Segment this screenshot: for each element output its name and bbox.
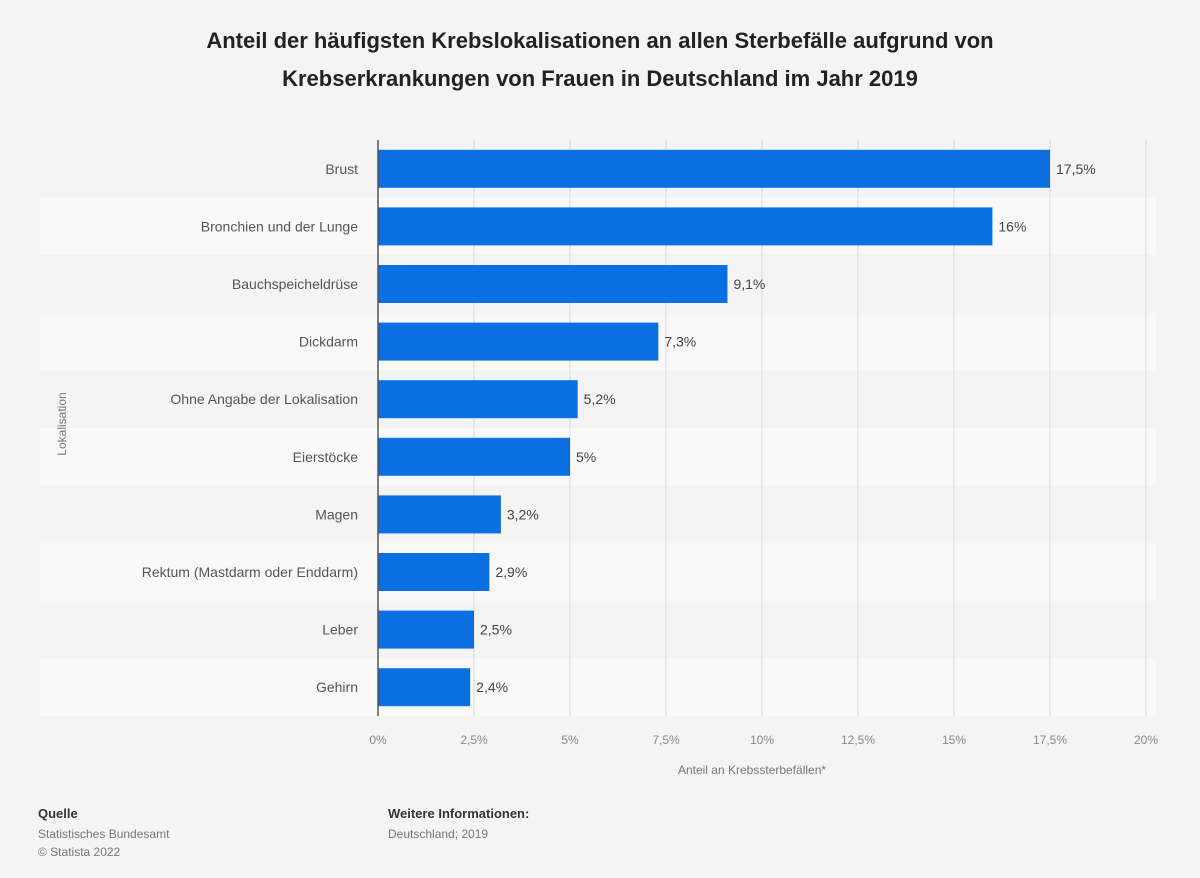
bar[interactable] xyxy=(378,553,490,591)
x-tick-label: 20% xyxy=(1134,733,1158,747)
bar[interactable] xyxy=(378,495,501,534)
x-tick-label: 0% xyxy=(369,733,387,747)
info-text: Deutschland; 2019 xyxy=(388,825,488,843)
category-label: Brust xyxy=(325,161,358,177)
value-label: 9,1% xyxy=(733,276,765,292)
x-tick-label: 17,5% xyxy=(1033,733,1067,747)
x-tick-label: 10% xyxy=(750,733,774,747)
category-label: Rektum (Mastdarm oder Enddarm) xyxy=(142,564,358,580)
category-label: Gehirn xyxy=(316,679,358,695)
bar[interactable] xyxy=(378,149,1050,188)
bar[interactable] xyxy=(378,668,471,707)
bar[interactable] xyxy=(378,265,728,303)
value-label: 2,5% xyxy=(480,622,512,638)
value-label: 2,4% xyxy=(476,679,508,695)
bar[interactable] xyxy=(378,610,474,649)
chart-title: Anteil der häufigsten Krebslokalisatione… xyxy=(60,22,1140,98)
info-heading: Weitere Informationen: xyxy=(388,806,530,821)
copyright-line: © Statista 2022 xyxy=(38,845,121,859)
x-tick-labels: 0% 2,5% 5% 7,5% 10% 12,5% 15% 17,5% 20% xyxy=(369,733,1158,747)
source-text: Statistisches Bundesamt © Statista 2022 xyxy=(38,825,169,861)
info-line: Deutschland; 2019 xyxy=(388,827,489,841)
value-label: 16% xyxy=(998,218,1026,234)
x-tick-label: 2,5% xyxy=(460,733,488,747)
row-band xyxy=(40,428,1156,486)
value-labels: 17,5% 16% 9,1% 7,3% 5,2% 5% 3,2% 2,9% 2,5% 2,4% xyxy=(476,161,1096,695)
value-label: 7,3% xyxy=(664,334,696,350)
category-label: Bronchien und der Lunge xyxy=(201,218,358,234)
x-axis-title: Anteil an Krebssterbefällen* xyxy=(678,763,826,777)
x-tick-label: 7,5% xyxy=(652,733,680,747)
category-label: Magen xyxy=(315,506,358,522)
source-heading: Quelle xyxy=(38,806,78,821)
row-band xyxy=(40,658,1156,716)
value-label: 5,2% xyxy=(584,391,616,407)
x-tick-label: 15% xyxy=(942,733,966,747)
value-label: 5% xyxy=(576,449,596,465)
source-line: Statistisches Bundesamt xyxy=(38,827,170,841)
x-tick-label: 12,5% xyxy=(841,733,875,747)
bar[interactable] xyxy=(378,437,570,476)
category-label: Bauchspeicheldrüse xyxy=(232,276,358,292)
category-label: Ohne Angabe der Lokalisation xyxy=(170,391,358,407)
y-axis-title: Lokalisation xyxy=(55,392,69,455)
value-label: 2,9% xyxy=(495,564,527,580)
row-band xyxy=(40,485,1156,544)
category-labels: Brust Bronchien und der Lunge Bauchspeiche… xyxy=(142,161,359,695)
bar[interactable] xyxy=(378,380,578,419)
x-tick-label: 5% xyxy=(561,733,579,747)
category-label: Leber xyxy=(322,622,358,638)
category-label: Eierstöcke xyxy=(293,449,359,465)
bars xyxy=(378,149,1050,707)
category-label: Dickdarm xyxy=(299,334,358,350)
value-label: 3,2% xyxy=(507,506,539,522)
bar[interactable] xyxy=(378,322,659,361)
row-band xyxy=(40,370,1156,428)
chart-title-line-1: Anteil der häufigsten Krebslokalisatione… xyxy=(206,28,994,53)
row-band xyxy=(40,600,1156,659)
row-band xyxy=(40,543,1156,601)
value-label: 17,5% xyxy=(1056,161,1096,177)
chart-title-line-2: Krebserkrankungen von Frauen in Deutschl… xyxy=(282,66,918,91)
bar[interactable] xyxy=(378,207,993,246)
